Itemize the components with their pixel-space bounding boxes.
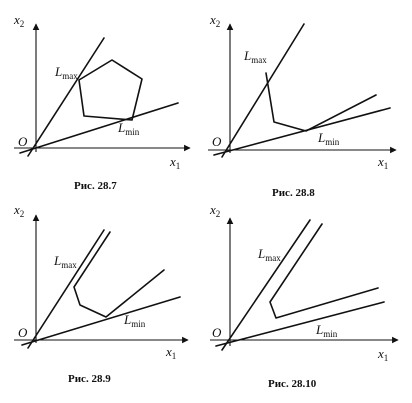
y-axis-label: x2: [209, 202, 220, 219]
feasible-polygon: [78, 59, 143, 121]
figure-caption: Рис. 28.9: [68, 373, 111, 385]
ray-upper: [27, 229, 105, 349]
origin-label: O: [18, 134, 28, 149]
figure-28-7: x2 x1 O Lmax Lmin Рис. 28.7: [13, 12, 191, 192]
x-axis-label: x1: [377, 346, 388, 363]
lmax-label: Lmax: [243, 48, 267, 65]
lmin-label: Lmin: [315, 322, 338, 339]
ray-lower: [21, 296, 181, 346]
x-axis-label: x1: [169, 154, 180, 171]
ray-upper: [27, 37, 105, 157]
lmin-label: Lmin: [317, 130, 340, 147]
figure-caption: Рис. 28.10: [268, 378, 317, 390]
y-axis-label: x2: [13, 202, 24, 219]
lmin-label: Lmin: [123, 312, 146, 329]
y-axis-label: x2: [209, 12, 220, 29]
figure-caption: Рис. 28.8: [272, 187, 315, 199]
origin-label: O: [18, 325, 28, 340]
ray-upper: [221, 23, 305, 158]
x-axis-label: x1: [377, 154, 388, 171]
ray-lower: [19, 102, 179, 154]
lmax-label: Lmax: [54, 64, 78, 81]
ray-lower: [215, 301, 385, 347]
lmax-label: Lmax: [53, 253, 77, 270]
figure-caption: Рис. 28.7: [74, 180, 117, 192]
figure-28-10: x2 x1 O Lmax Lmin Рис. 28.10: [209, 202, 399, 390]
ray-lower: [213, 107, 391, 156]
origin-label: O: [212, 134, 222, 149]
feasible-boundary: [265, 72, 377, 132]
y-axis-label: x2: [13, 12, 24, 29]
origin-label: O: [212, 325, 222, 340]
feasible-boundary: [269, 223, 379, 319]
lmin-label: Lmin: [117, 120, 140, 137]
x-axis-label: x1: [165, 344, 176, 361]
feasible-boundary: [73, 231, 165, 318]
ray-upper: [221, 219, 311, 351]
lmax-label: Lmax: [257, 246, 281, 263]
figure-28-9: x2 x1 O Lmax Lmin Рис. 28.9: [13, 202, 189, 385]
figure-28-8: x2 x1 O Lmax Lmin Рис. 28.8: [208, 12, 397, 199]
